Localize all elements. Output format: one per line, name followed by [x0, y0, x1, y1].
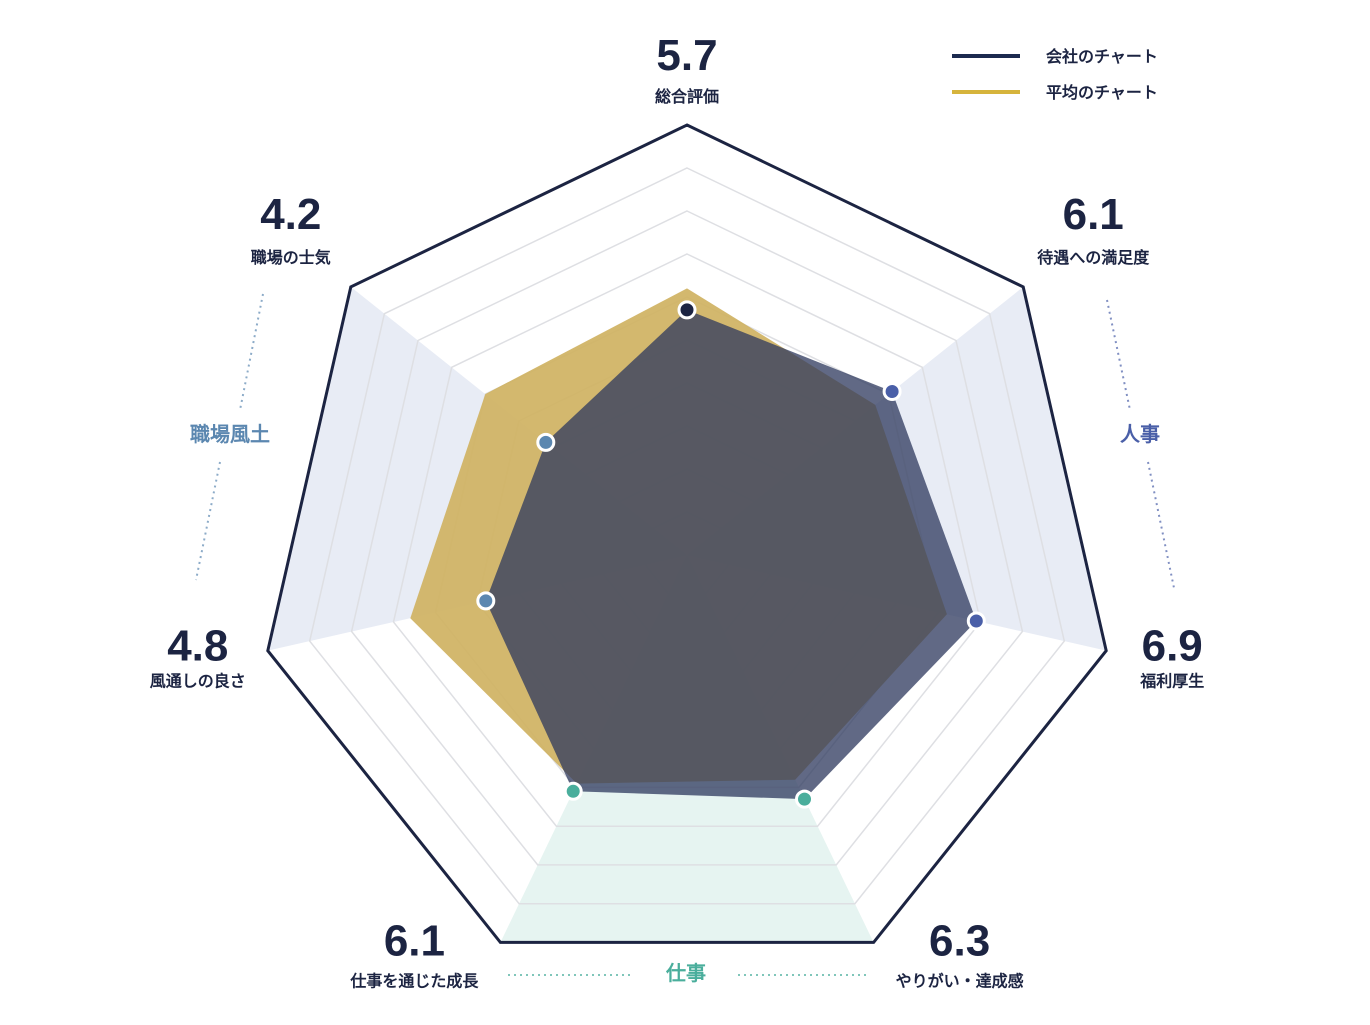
grid-outer-ring — [266, 123, 1108, 944]
axis-label-6: 職場の士気 — [251, 248, 331, 267]
company-series — [485, 309, 977, 800]
axis-score-2: 6.9 — [1142, 622, 1203, 671]
group-label-1: 仕事 — [665, 961, 706, 985]
axis-label-2: 福利厚生 — [1139, 672, 1204, 691]
group-connector-2-b — [195, 461, 221, 581]
grid-ring-7 — [392, 253, 982, 827]
group-label-0: 人事 — [1120, 422, 1160, 446]
group-connector-0-b — [1147, 461, 1175, 589]
company-point-2 — [966, 611, 986, 631]
company-point-1 — [882, 382, 902, 401]
axis-label-5: 風通しの良さ — [150, 672, 246, 691]
company-point-4 — [563, 781, 583, 801]
axis-label-3: やりがい・達成感 — [896, 971, 1024, 990]
axis-score-1: 6.1 — [1063, 190, 1124, 239]
company-area — [485, 309, 977, 800]
company-point-5 — [476, 591, 496, 611]
company-points — [476, 300, 986, 809]
legend-company-label: 会社のチャート — [1046, 47, 1158, 66]
axis-score-0: 5.7 — [656, 31, 717, 80]
grid-ring-8 — [350, 210, 1024, 866]
company-point-3 — [795, 789, 814, 809]
group-label-2: 職場風土 — [190, 422, 270, 446]
axis-score-4: 6.1 — [384, 916, 445, 965]
group-connector-2-a — [239, 293, 264, 411]
axis-score-3: 6.3 — [929, 916, 990, 965]
legend: 会社のチャート 平均のチャート — [952, 47, 1158, 102]
axis-label-0: 総合評価 — [655, 87, 719, 106]
legend-average-label: 平均のチャート — [1046, 83, 1158, 102]
axis-label-1: 待遇への満足度 — [1037, 248, 1150, 267]
company-point-0 — [677, 300, 697, 320]
grid-ring-9 — [308, 167, 1066, 905]
group-connector-0-a — [1106, 299, 1131, 411]
company-point-6 — [536, 432, 556, 452]
axis-score-5: 4.8 — [167, 622, 228, 671]
axis-label-4: 仕事を通じた成長 — [349, 971, 479, 990]
axis-score-6: 4.2 — [260, 190, 321, 239]
